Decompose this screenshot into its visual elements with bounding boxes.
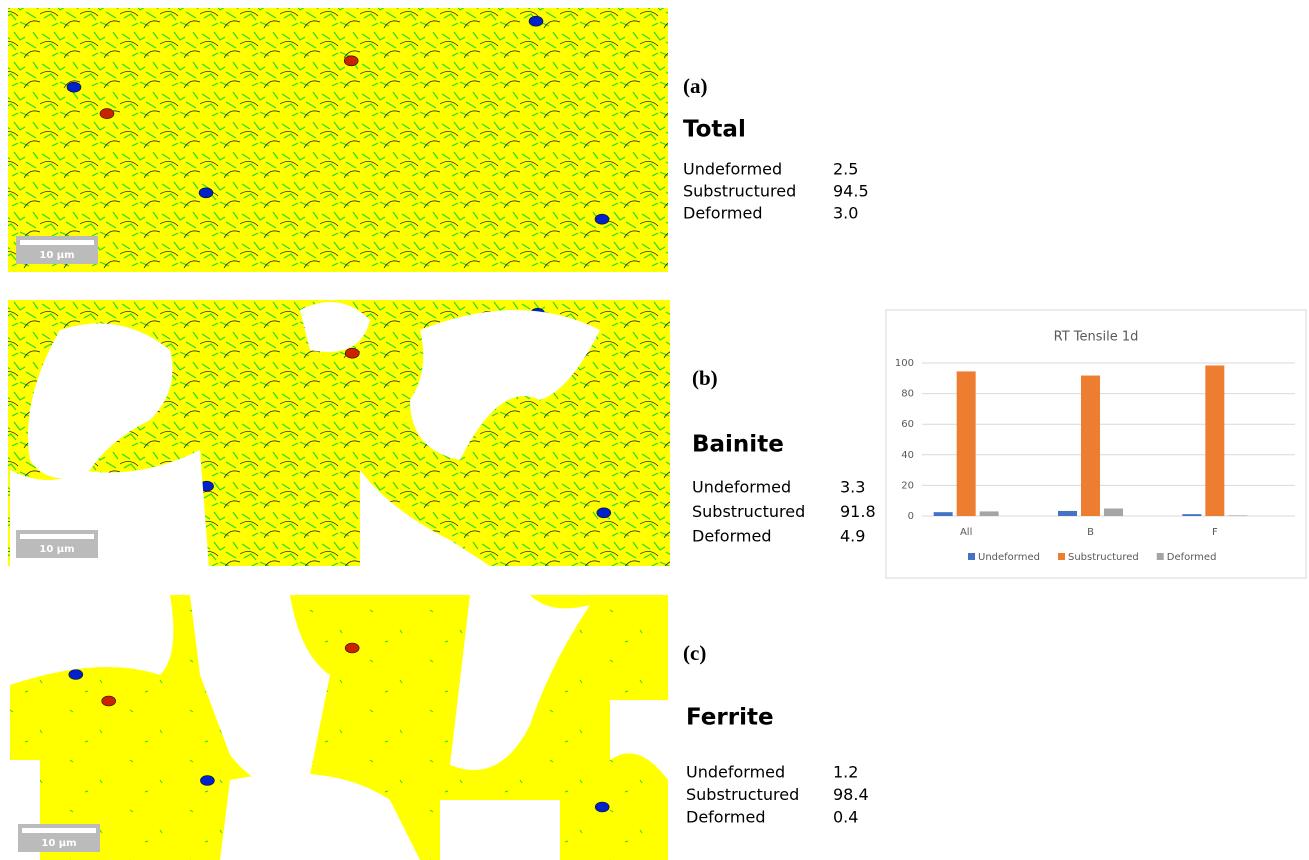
phase-blob [595,802,609,812]
scale-bar-label: 10 µm [39,250,74,261]
row-value: 91.8 [840,502,876,521]
y-tick-label: 80 [901,389,914,400]
panel-title: Ferrite [686,705,774,731]
legend-swatch [1157,553,1164,560]
row-name: Undeformed [692,478,791,497]
bar [1228,515,1247,516]
phase-blob [67,82,81,92]
legend-swatch [968,553,975,560]
phase-blob [200,776,214,786]
phase-blob [345,348,359,358]
phase-blob [69,670,83,680]
figure: 10 µm 10 µm 10 µm RT Tensile 1d 0 20 40 60 80 10… [0,0,1309,860]
bar [1205,365,1224,516]
y-tick-label: 20 [901,480,914,491]
panel-label: (c) [683,641,706,665]
legend-label: Undeformed [978,552,1040,563]
row-name: Deformed [683,204,762,223]
y-tick-label: 0 [908,511,914,522]
bar [1058,511,1077,516]
panel-title: Bainite [692,432,784,458]
row-value: 4.9 [840,527,865,546]
phase-blob [595,214,609,224]
row-value: 0.4 [833,808,858,827]
scale-bar-label: 10 µm [39,544,74,555]
bar [957,371,976,516]
masked-region [440,800,560,860]
micrographs: 10 µm 10 µm 10 µm [8,8,670,860]
row-name: Substructured [692,502,805,521]
legend-label: Substructured [1068,552,1139,563]
legend-label: Deformed [1167,552,1217,563]
y-tick-label: 60 [901,419,914,430]
phase-blob [100,109,114,119]
x-tick-label: B [1087,527,1094,538]
bar [980,511,999,516]
bar [1182,514,1201,516]
row-value: 94.5 [833,182,869,201]
row-name: Deformed [692,527,771,546]
x-tick-label: All [960,527,972,538]
row-value: 2.5 [833,160,858,179]
phase-blob [199,188,213,198]
row-value: 1.2 [833,763,858,782]
bar [1081,376,1100,516]
micrograph: 10 µm [10,595,668,860]
phase-blob [102,696,116,706]
row-name: Undeformed [686,763,785,782]
bar [934,512,953,516]
micrograph: 10 µm [8,300,670,580]
phase-blob [529,16,543,26]
scale-bar-line [20,534,94,539]
row-value: 98.4 [833,785,869,804]
micrograph: 10 µm [8,8,668,272]
y-tick-label: 40 [901,450,914,461]
row-value: 3.0 [833,204,858,223]
row-name: Substructured [683,182,796,201]
row-name: Substructured [686,785,799,804]
panel-label: (b) [692,366,718,390]
panel-label: (a) [683,74,708,98]
phase-blob [344,56,358,66]
y-tick-label: 100 [895,358,914,369]
micrograph-image [8,8,668,272]
row-name: Deformed [686,808,765,827]
x-tick-label: F [1212,527,1218,538]
row-name: Undeformed [683,160,782,179]
chart-title: RT Tensile 1d [1054,330,1139,345]
bar [1104,509,1123,516]
scale-bar-label: 10 µm [41,838,76,849]
phase-blob [345,643,359,653]
row-value: 3.3 [840,478,865,497]
legend-swatch [1058,553,1065,560]
phase-blob [597,508,611,518]
scale-bar-line [20,240,94,245]
scale-bar-line [22,828,96,833]
panel-title: Total [683,117,746,143]
